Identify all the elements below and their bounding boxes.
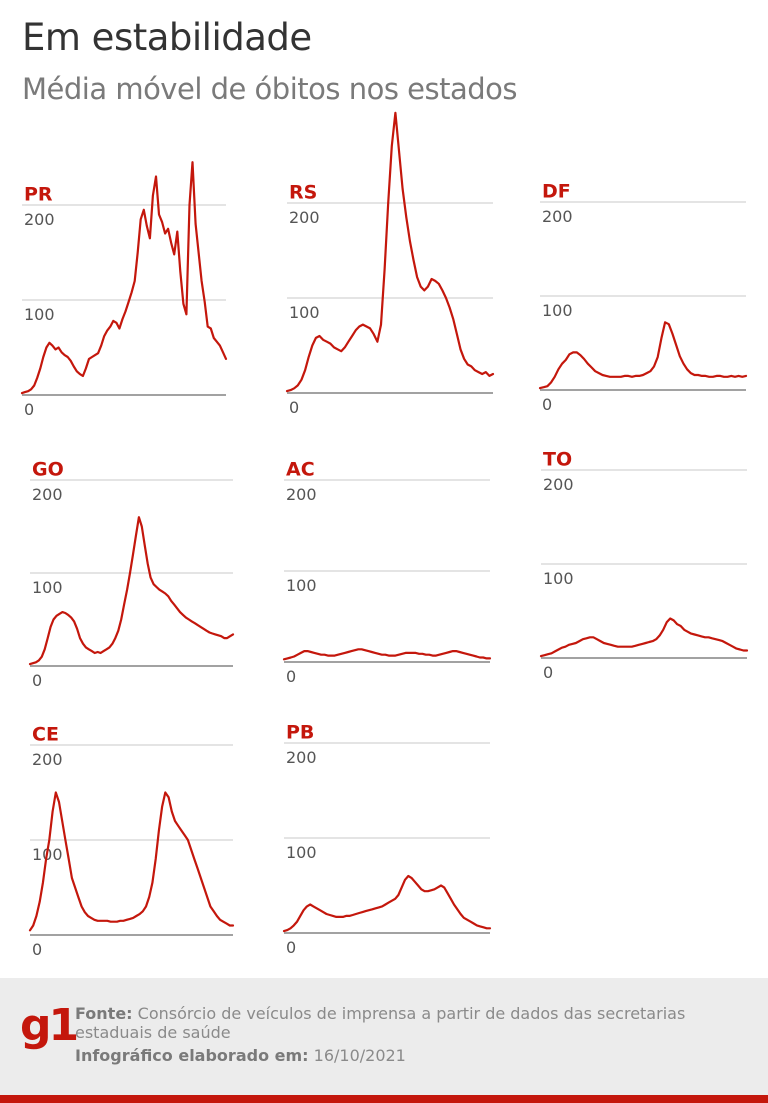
- chart-panel-go: 0 100 200 GO: [28, 458, 235, 690]
- series-line-pb: [282, 874, 492, 933]
- tick-label-rs-100: 100: [289, 303, 320, 322]
- state-label-ce: CE: [32, 723, 59, 745]
- tick-label-go-0: 0: [32, 671, 42, 690]
- series-line-ac: [282, 648, 492, 661]
- tick-label-go-200: 200: [32, 485, 63, 504]
- tick-label-rs-0: 0: [289, 398, 299, 417]
- state-label-to: TO: [543, 448, 572, 470]
- chart-subtitle: Média móvel de óbitos nos estados: [22, 72, 518, 106]
- chart-panel-pb: 0 100 200 PB: [282, 721, 492, 957]
- chart-panel-ac: 0 100 200 AC: [282, 458, 492, 686]
- series-line-rs: [285, 111, 495, 393]
- state-label-pr: PR: [24, 183, 53, 205]
- small-multiples-charts: 0 100 200 PR 0 100 200 RS 0 100 200 DF 0 100 200 GO 0 100…: [20, 111, 749, 959]
- tick-label-rs-200: 200: [289, 208, 320, 227]
- tick-label-pb-200: 200: [286, 748, 317, 767]
- chart-panel-df: 0 100 200 DF: [538, 180, 748, 414]
- tick-label-ac-200: 200: [286, 485, 317, 504]
- tick-label-to-100: 100: [543, 569, 574, 588]
- tick-label-df-0: 0: [542, 395, 552, 414]
- chart-panel-rs: 0 100 200 RS: [285, 111, 495, 417]
- tick-label-pb-100: 100: [286, 843, 317, 862]
- tick-label-ac-100: 100: [286, 576, 317, 595]
- state-label-rs: RS: [289, 181, 317, 203]
- series-line-to: [539, 617, 749, 658]
- tick-label-df-200: 200: [542, 207, 573, 226]
- source-line: Fonte: Consórcio de veículos de imprensa…: [75, 1004, 735, 1042]
- chart-panel-to: 0 100 200 TO: [539, 448, 749, 682]
- series-line-go: [28, 516, 235, 666]
- credit-label: Infográfico elaborado em:: [75, 1046, 309, 1065]
- tick-label-pr-200: 200: [24, 210, 55, 229]
- source-text: Consórcio de veículos de imprensa a part…: [75, 1004, 686, 1042]
- tick-label-ce-0: 0: [32, 940, 42, 959]
- state-label-go: GO: [32, 458, 64, 480]
- tick-label-ce-200: 200: [32, 750, 63, 769]
- chart-panel-pr: 0 100 200 PR: [20, 161, 228, 419]
- credit-date: 16/10/2021: [313, 1046, 406, 1065]
- footer: g1 Fonte: Consórcio de veículos de impre…: [0, 978, 768, 1103]
- state-label-pb: PB: [286, 721, 314, 743]
- state-label-ac: AC: [286, 458, 315, 480]
- series-line-ce: [28, 791, 235, 932]
- tick-label-go-100: 100: [32, 578, 63, 597]
- credit-line: Infográfico elaborado em: 16/10/2021: [75, 1046, 735, 1065]
- series-line-pr: [20, 161, 228, 395]
- tick-label-ac-0: 0: [286, 667, 296, 686]
- g1-logo: g1: [20, 1000, 79, 1051]
- chart-title: Em estabilidade: [22, 16, 312, 59]
- tick-label-pr-0: 0: [24, 400, 34, 419]
- tick-label-to-200: 200: [543, 475, 574, 494]
- tick-label-pr-100: 100: [24, 305, 55, 324]
- series-line-df: [538, 321, 748, 390]
- tick-label-df-100: 100: [542, 301, 573, 320]
- state-label-df: DF: [542, 180, 571, 202]
- tick-label-pb-0: 0: [286, 938, 296, 957]
- source-label: Fonte:: [75, 1004, 133, 1023]
- tick-label-to-0: 0: [543, 663, 553, 682]
